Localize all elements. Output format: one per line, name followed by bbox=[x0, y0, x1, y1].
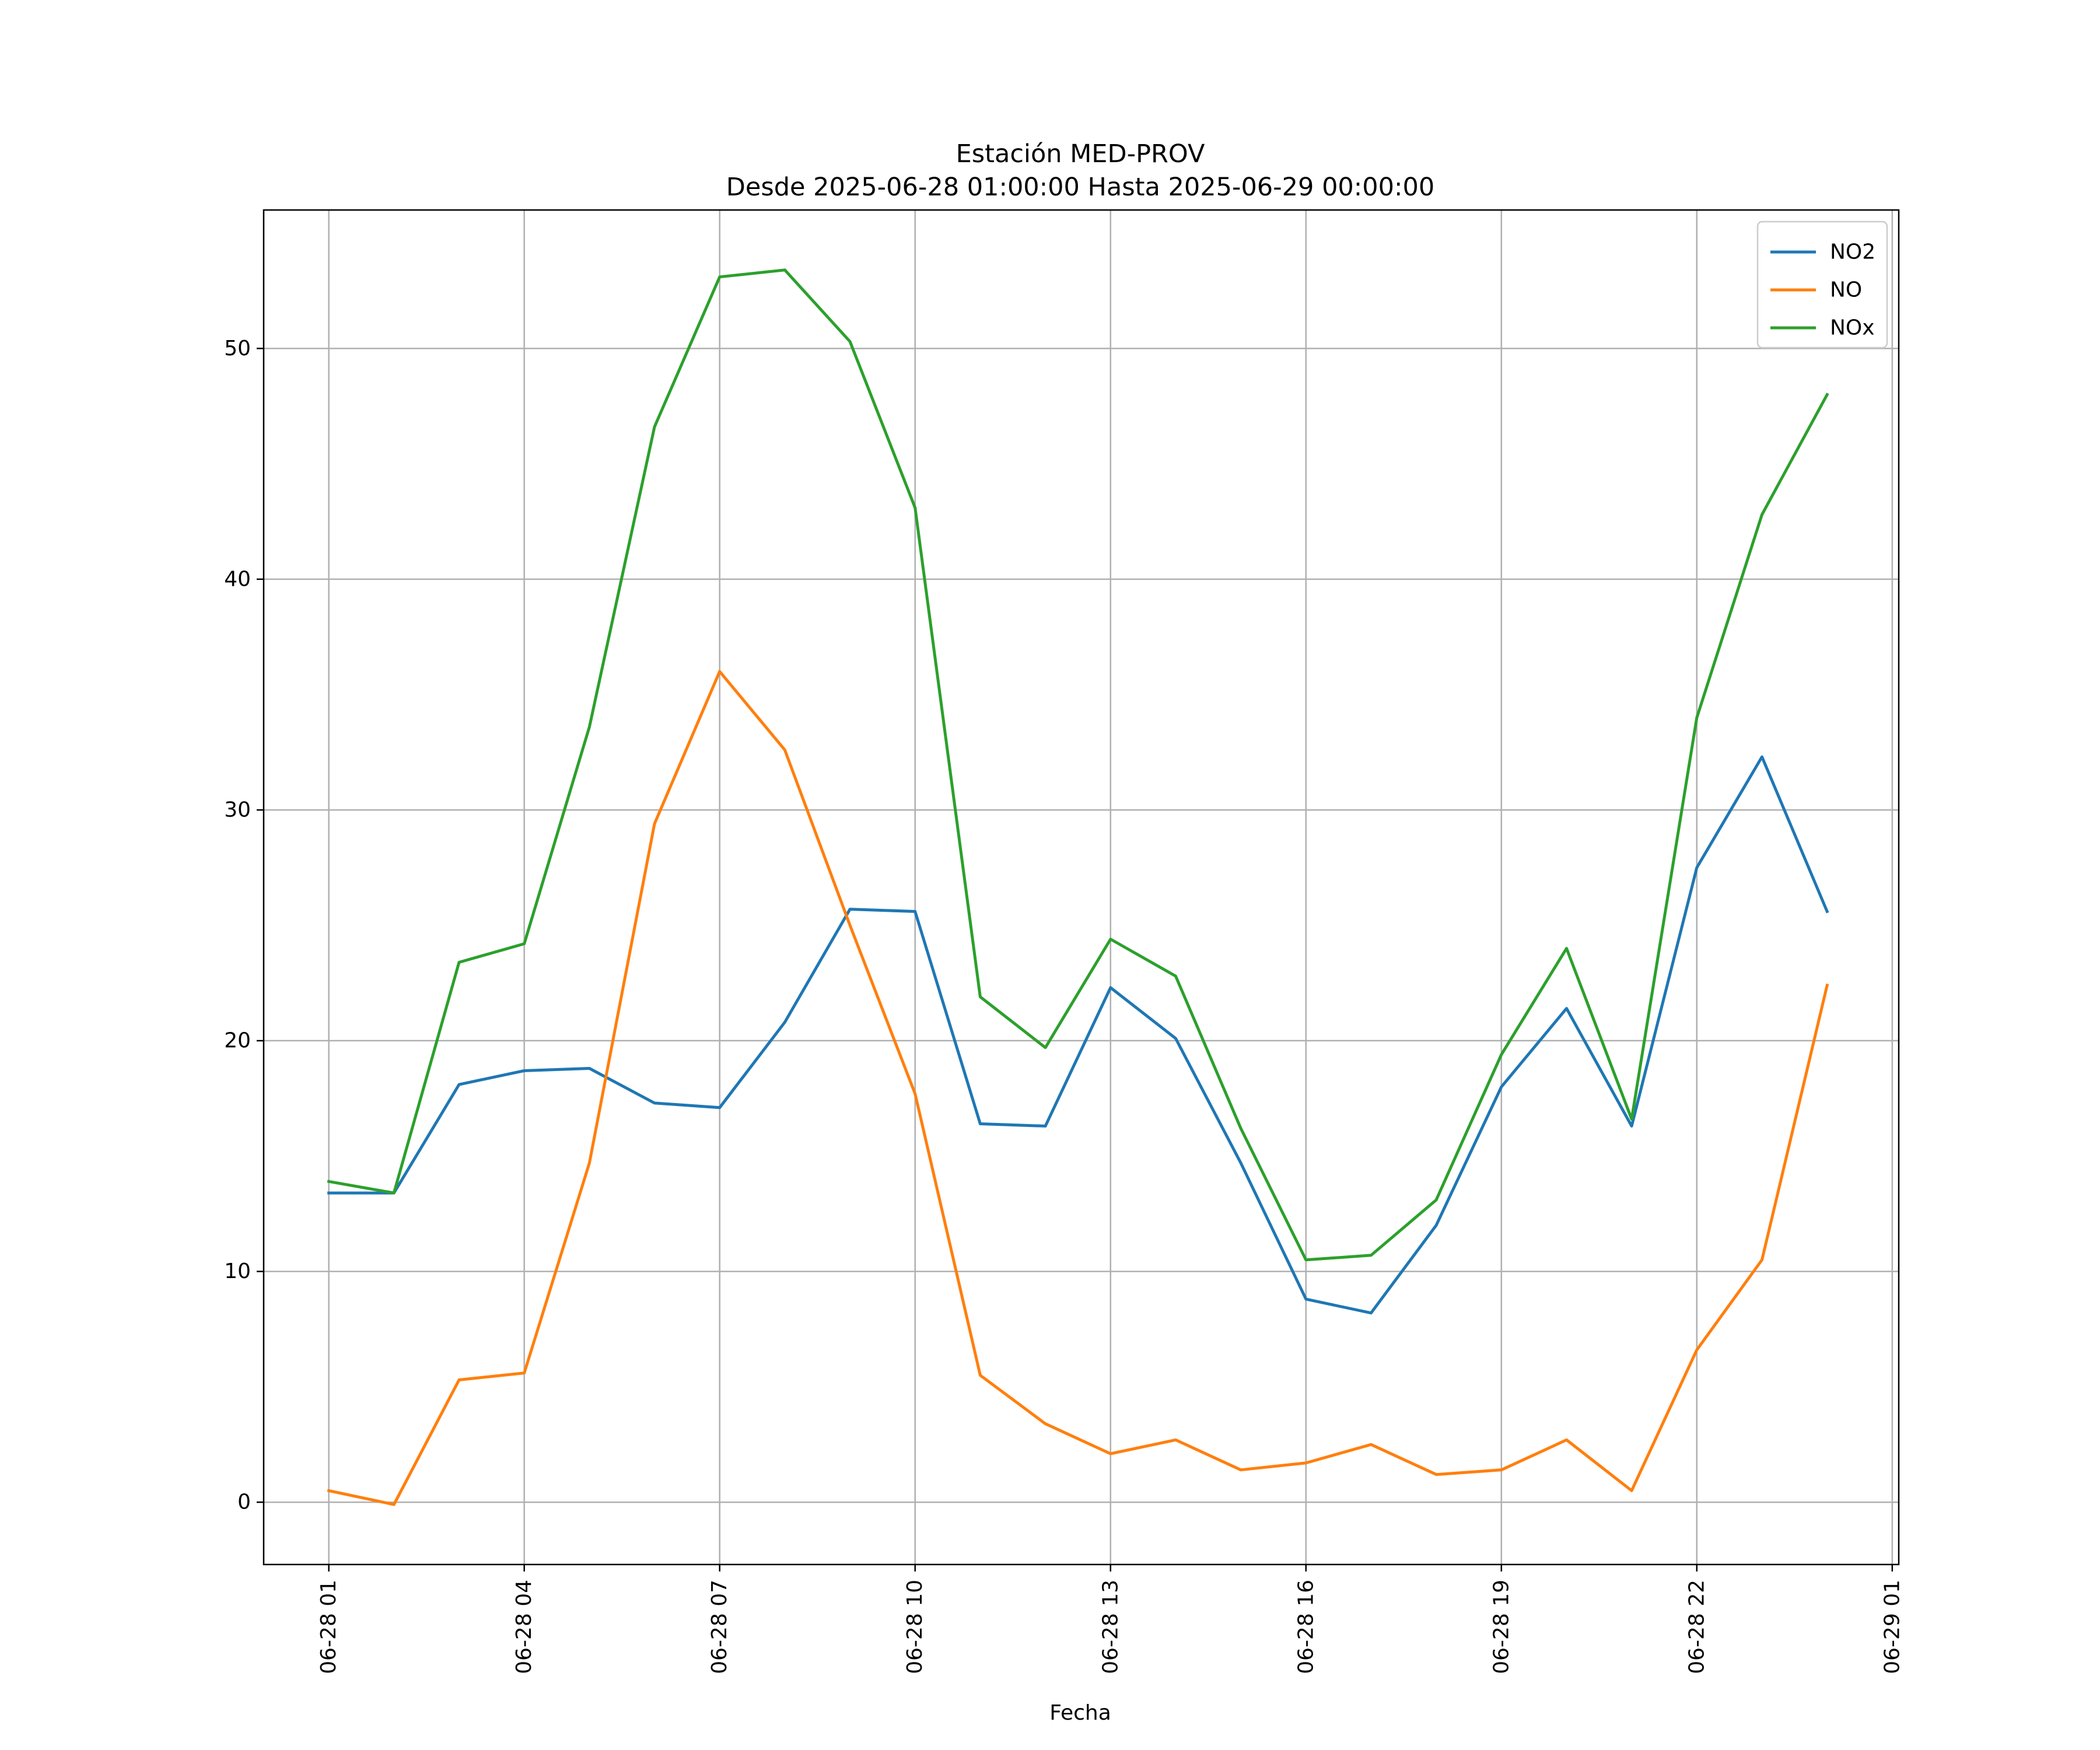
legend-label-no2: NO2 bbox=[1830, 240, 1875, 264]
series-line-no bbox=[327, 670, 1829, 1506]
y-tick-label: 10 bbox=[224, 1259, 251, 1283]
series-line-no2 bbox=[327, 755, 1829, 1315]
axis-ticks: 06-28 01 06-28 04 06-28 07 06-28 10 06-28 13… bbox=[224, 337, 1904, 1674]
x-tick-label: 06-28 07 bbox=[708, 1580, 732, 1674]
y-tick-label: 50 bbox=[224, 337, 251, 360]
legend: NO2 NO NOx bbox=[1756, 220, 1888, 349]
y-tick-label: 20 bbox=[224, 1029, 251, 1053]
grid bbox=[264, 210, 1899, 1564]
x-tick-label: 06-29 01 bbox=[1880, 1580, 1904, 1674]
chart-subtitle: Desde 2025-06-28 01:00:00 Hasta 2025-06-… bbox=[726, 173, 1434, 202]
plot-frame bbox=[262, 209, 1900, 1566]
x-tick-label: 06-28 10 bbox=[903, 1580, 927, 1674]
y-tick-label: 30 bbox=[224, 798, 251, 822]
x-axis-label: Fecha bbox=[1049, 1701, 1111, 1725]
x-tick-label: 06-28 16 bbox=[1294, 1580, 1318, 1674]
x-tick-label: 06-28 13 bbox=[1098, 1580, 1122, 1674]
x-tick-label: 06-28 01 bbox=[317, 1580, 341, 1674]
y-tick-label: 40 bbox=[224, 567, 251, 591]
series-lines bbox=[327, 268, 1829, 1506]
legend-label-no: NO bbox=[1830, 278, 1862, 302]
x-tick-label: 06-28 22 bbox=[1685, 1580, 1709, 1674]
chart-title: Estación MED-PROV bbox=[956, 139, 1205, 169]
x-tick-label: 06-28 19 bbox=[1489, 1580, 1513, 1674]
series-line-nox bbox=[327, 268, 1829, 1262]
legend-label-nox: NOx bbox=[1830, 316, 1875, 340]
y-tick-label: 0 bbox=[237, 1490, 251, 1514]
x-tick-label: 06-28 04 bbox=[512, 1580, 536, 1674]
